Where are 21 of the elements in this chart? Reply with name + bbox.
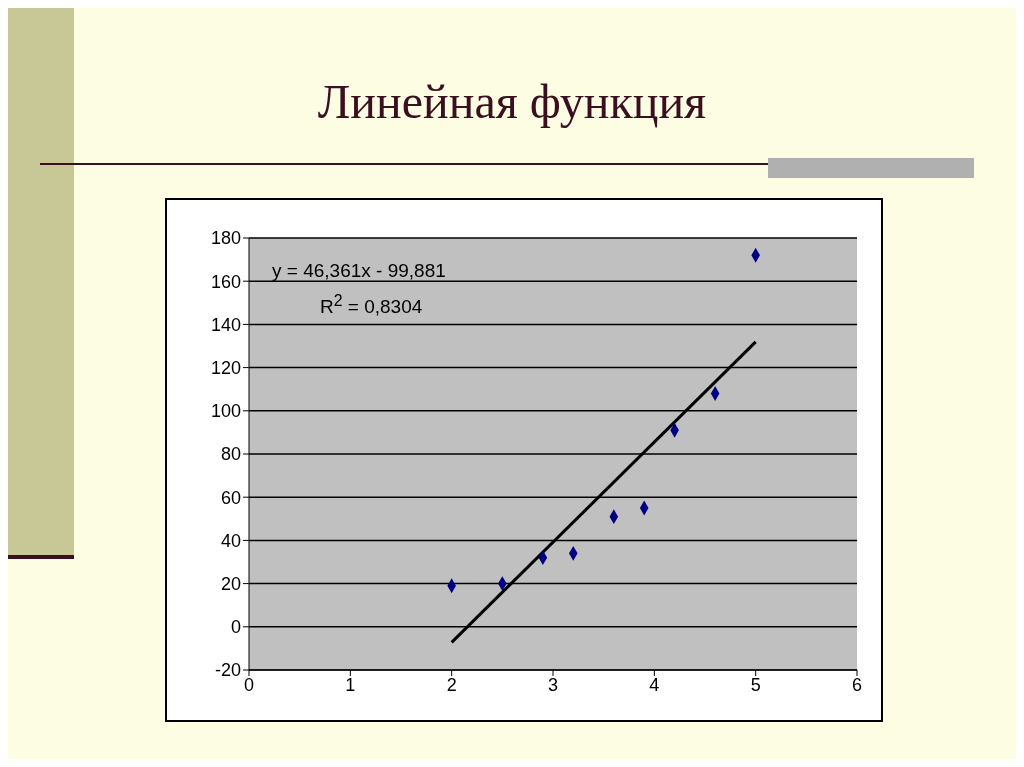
y-tick-label: 20 [220, 573, 241, 594]
x-tick-label: 1 [345, 674, 356, 695]
y-tick-label: -20 [214, 660, 241, 681]
x-tick-label: 5 [750, 674, 761, 695]
chart-title: Линейная функция [316, 74, 708, 129]
x-tick-label: 0 [243, 674, 255, 695]
y-tick-label: 80 [220, 444, 241, 465]
y-tick-label: 160 [210, 271, 241, 292]
annotation: y = 46,361x - 99,881 [272, 259, 446, 283]
y-tick-label: 40 [220, 530, 241, 551]
y-tick-label: 0 [230, 617, 241, 638]
y-tick-label: 120 [210, 357, 241, 378]
y-tick-label: 60 [220, 487, 241, 508]
y-tick-label: 140 [210, 314, 241, 335]
x-tick-label: 4 [649, 674, 660, 695]
y-tick-label: 100 [210, 401, 241, 422]
annotation: R$^{2}$ = 0,8304 [319, 291, 424, 320]
x-tick-label: 3 [547, 674, 559, 695]
y-tick-label: 180 [210, 228, 241, 249]
x-tick-label: 6 [851, 674, 863, 695]
x-tick-label: 2 [446, 674, 457, 695]
